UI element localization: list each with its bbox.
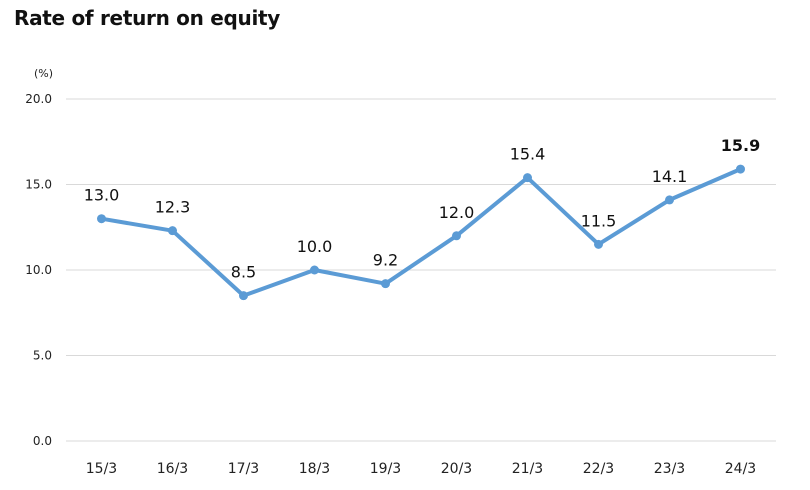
data-label: 10.0 [297, 237, 333, 256]
y-tick-label: 20.0 [25, 92, 52, 106]
x-tick-label: 15/3 [86, 461, 117, 477]
data-point [239, 291, 248, 301]
data-label: 9.2 [373, 251, 398, 270]
x-axis-ticks: 15/3 16/3 17/3 18/3 19/3 20/3 21/3 22/3 23/3 24/3 [86, 461, 756, 477]
series-line [99, 167, 743, 298]
y-tick-label: 15.0 [25, 178, 52, 192]
data-point [381, 279, 390, 289]
y-tick-label: 10.0 [25, 263, 52, 277]
data-label: 13.0 [84, 186, 120, 205]
x-tick-label: 24/3 [725, 461, 756, 477]
gridlines [66, 98, 776, 442]
data-point [523, 173, 532, 183]
x-tick-label: 18/3 [299, 461, 330, 477]
data-label: 12.0 [439, 203, 475, 222]
y-axis-unit-label: (%) [34, 67, 53, 80]
x-tick-label: 21/3 [512, 461, 543, 477]
data-point [310, 265, 319, 275]
data-labels: 13.0 12.3 8.5 10.0 9.2 12.0 15.4 11.5 14.1 15.9 [84, 136, 761, 282]
data-label: 15.9 [721, 136, 760, 155]
data-label: 12.3 [155, 198, 191, 217]
data-label: 15.4 [510, 145, 546, 164]
y-tick-label: 5.0 [33, 349, 52, 363]
y-axis-ticks: 0.0 5.0 10.0 15.0 20.0 [25, 92, 52, 448]
x-tick-label: 16/3 [157, 461, 188, 477]
x-tick-label: 23/3 [654, 461, 685, 477]
data-point [168, 226, 177, 236]
data-point [736, 164, 745, 174]
data-label: 8.5 [231, 263, 256, 282]
x-tick-label: 19/3 [370, 461, 401, 477]
x-tick-label: 20/3 [441, 461, 472, 477]
x-tick-label: 17/3 [228, 461, 259, 477]
data-point [665, 195, 674, 205]
data-label: 11.5 [581, 211, 617, 230]
data-point [594, 239, 603, 249]
data-point [452, 231, 461, 241]
data-points [97, 164, 745, 301]
data-label: 14.1 [652, 167, 688, 186]
chart-title: Rate of return on equity [14, 6, 280, 30]
y-tick-label: 0.0 [33, 434, 52, 448]
data-point [97, 214, 106, 224]
x-tick-label: 22/3 [583, 461, 614, 477]
series-line-group [99, 167, 743, 298]
